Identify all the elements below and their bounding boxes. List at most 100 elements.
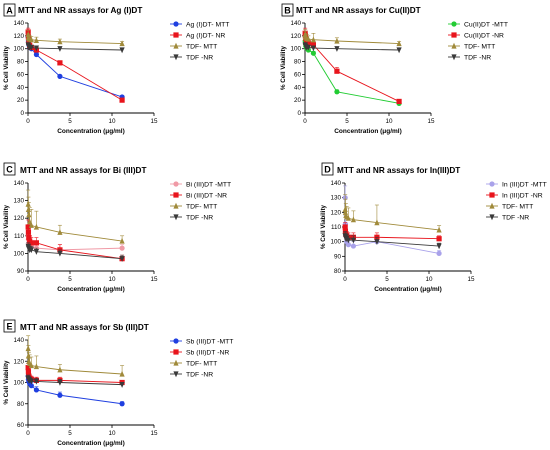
series-line [344,226,440,240]
legend-label: Ag (I)DT- NR [186,32,225,39]
legend-label: TDF -NR [186,214,213,221]
panel-letter: B [284,6,291,16]
legend-label: Sb (III)DT -NR [186,349,229,356]
data-point [57,366,63,373]
legend-label: Cu(II)DT -MTT [464,21,508,28]
panel-badge [281,3,294,17]
legend-label: TDF- MTT [186,43,217,50]
data-point [57,392,63,398]
data-point [33,51,40,58]
data-point [57,229,63,235]
series-4 [302,42,402,54]
legend-marker [173,54,179,61]
x-tick-label: 15 [467,276,475,283]
data-point [436,243,442,250]
data-point [119,382,125,388]
series-3 [25,189,125,244]
panel-letter: C [6,165,13,175]
y-tick-label: 80 [17,401,25,408]
series-4 [25,42,125,54]
series-3 [25,335,125,377]
panel-badge [3,162,16,176]
y-tick-label: 100 [290,46,301,53]
series-line [27,34,123,45]
chart-title: MTT and NR assays for Ag (I)DT [18,6,142,15]
legend: Bi (III)DT -MTT Bi (III)DT -NR TDF- MTT TDF… [170,181,231,221]
series-line [344,209,440,231]
data-point [25,369,32,375]
y-tick-label: 140 [13,337,24,344]
data-point [28,247,34,254]
legend-marker [451,42,457,49]
chart-title: MTT and NR assays for Bi (III)DT [20,166,146,175]
y-tick-label: 0 [20,110,24,117]
data-point [27,218,33,225]
legend-label: Sb (III)DT -MTT [186,338,233,345]
data-point [310,42,316,48]
data-point [119,237,125,244]
y-tick-label: 60 [17,71,25,78]
data-point [436,250,442,256]
y-tick-label: 20 [294,97,302,104]
x-axis-label: Concentration (μg/ml) [57,128,125,135]
x-axis-label: Concentration (μg/ml) [57,286,125,293]
x-tick-label: 5 [68,430,72,437]
chart-panel-b: B MTT and NR assays for Cu(II)DT 0 20 40 60 80… [280,3,508,135]
series-line [304,40,400,104]
panel-badge [3,319,16,333]
data-point [33,240,39,246]
data-point [436,226,442,233]
data-point [26,211,32,218]
series-line [27,204,123,242]
series-2 [25,27,125,103]
legend-label: Cu(II)DT -NR [464,32,504,39]
y-tick-label: 130 [13,198,24,205]
legend: Sb (III)DT -MTT Sb (III)DT -NR TDF- MTT TDF… [170,338,233,378]
series-line [304,34,400,45]
data-point [345,237,351,244]
legend-marker [451,54,457,61]
y-tick-label: 100 [13,380,24,387]
x-tick-label: 5 [385,276,389,283]
legend-label: TDF- MTT [186,203,217,210]
legend-marker [173,359,179,366]
data-point [26,234,32,241]
legend-label: Ag (I)DT- MTT [186,21,229,28]
panel-letter: A [6,6,13,16]
data-point [33,363,39,370]
legend-label: In (III)DT -NR [502,192,543,199]
y-axis-label: % Cell Viability [280,45,287,89]
legend-label: TDF- MTT [464,43,495,50]
x-tick-label: 10 [425,276,433,283]
y-tick-label: 120 [13,33,24,40]
series-line [27,235,123,251]
data-point [33,223,39,230]
series-4 [25,374,125,388]
data-point [305,35,311,42]
panel-badge [321,162,334,176]
data-point [350,216,356,223]
y-tick-label: 120 [13,215,24,222]
data-point [334,46,340,52]
legend-marker [173,32,179,38]
legend-label: TDF- MTT [186,360,217,367]
legend-label: TDF -NR [502,214,529,221]
legend-marker [489,181,495,187]
data-point [119,97,125,103]
data-point [310,45,316,52]
y-axis-label: % Cell Viability [320,204,327,248]
series-4 [25,242,125,262]
data-point [33,387,40,393]
series-3 [25,30,125,47]
y-tick-label: 0 [297,110,301,117]
y-tick-label: 130 [330,195,341,202]
legend-label: Bi (III)DT -NR [186,192,227,199]
data-point [119,401,125,407]
x-tick-label: 5 [345,118,349,125]
y-tick-label: 120 [13,358,24,365]
y-tick-label: 120 [330,209,341,216]
data-point [28,240,34,246]
data-point [33,378,39,385]
series-1 [25,228,125,253]
x-tick-label: 10 [108,118,116,125]
